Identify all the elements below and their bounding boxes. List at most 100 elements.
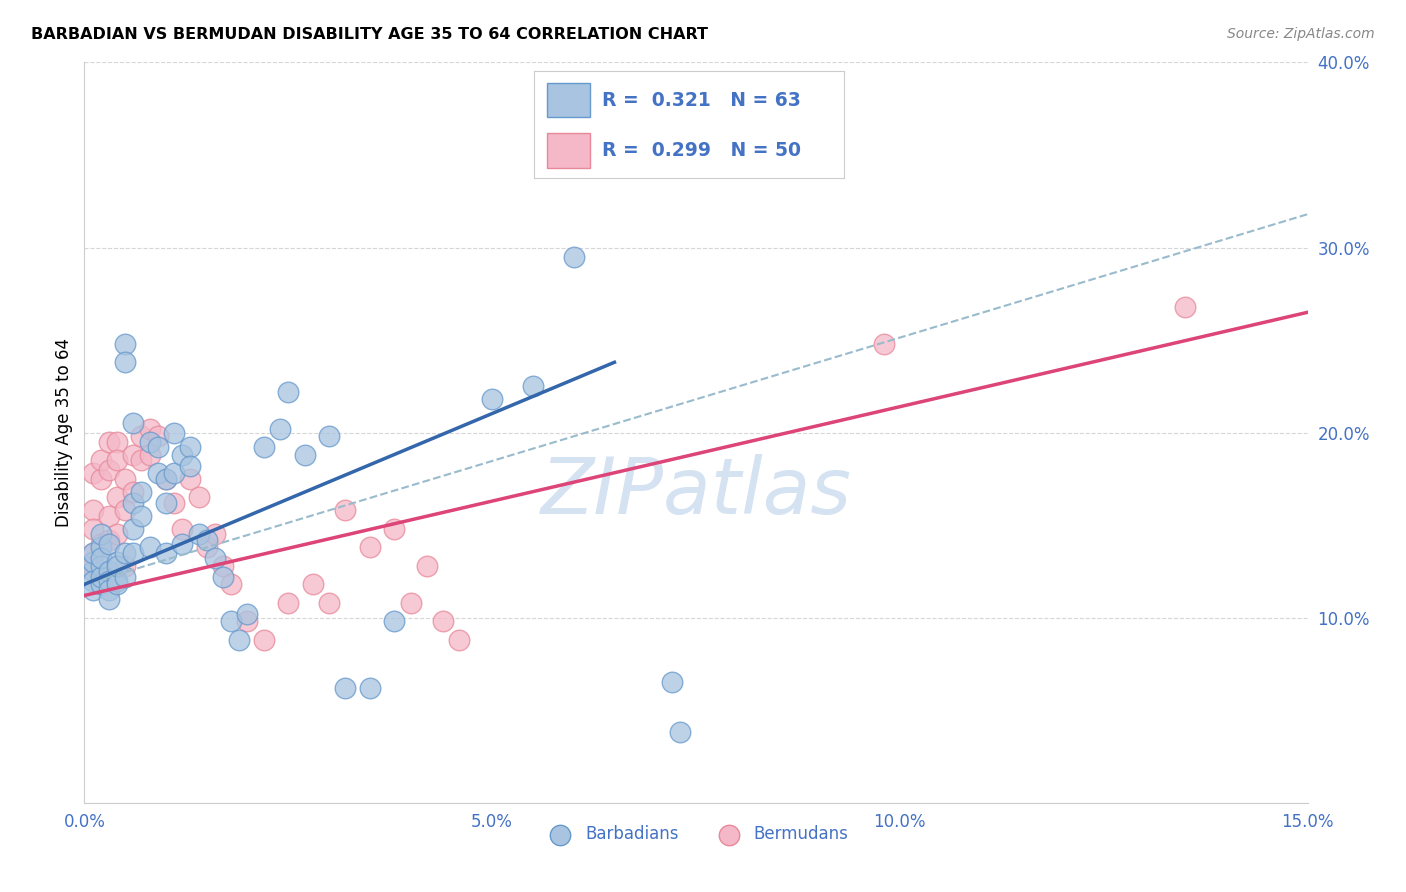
- Point: [114, 503, 136, 517]
- Point: [204, 551, 226, 566]
- Point: [97, 508, 120, 523]
- Point: [204, 527, 226, 541]
- Point: [172, 448, 194, 462]
- Point: [432, 615, 454, 629]
- Point: [97, 536, 120, 550]
- Point: [131, 484, 153, 499]
- Point: [138, 434, 160, 449]
- Point: [97, 533, 120, 547]
- Point: [90, 577, 112, 591]
- Point: [146, 441, 169, 455]
- Point: [359, 681, 381, 695]
- Point: [155, 496, 177, 510]
- Point: [195, 541, 218, 555]
- Point: [318, 429, 340, 443]
- Point: [668, 725, 690, 739]
- Point: [163, 425, 186, 440]
- Point: [82, 546, 104, 560]
- Point: [172, 522, 194, 536]
- Point: [105, 434, 128, 449]
- Point: [318, 596, 340, 610]
- Point: [138, 448, 160, 462]
- Point: [661, 675, 683, 690]
- Point: [114, 336, 136, 351]
- Point: [399, 596, 422, 610]
- Point: [277, 384, 299, 399]
- Text: Source: ZipAtlas.com: Source: ZipAtlas.com: [1227, 27, 1375, 41]
- Point: [90, 577, 112, 591]
- Point: [105, 558, 128, 573]
- Point: [335, 503, 357, 517]
- Point: [90, 551, 112, 566]
- Point: [97, 462, 120, 476]
- Point: [82, 467, 104, 481]
- Point: [122, 522, 145, 536]
- Point: [1174, 300, 1197, 314]
- Point: [269, 422, 291, 436]
- Point: [131, 429, 153, 443]
- Point: [105, 577, 128, 591]
- Point: [382, 522, 405, 536]
- Point: [97, 565, 120, 579]
- Point: [97, 434, 120, 449]
- Text: R =  0.299   N = 50: R = 0.299 N = 50: [602, 141, 801, 160]
- Point: [122, 496, 145, 510]
- Point: [187, 527, 209, 541]
- Point: [90, 527, 112, 541]
- Point: [163, 496, 186, 510]
- Point: [481, 392, 503, 407]
- Point: [236, 607, 259, 621]
- Point: [187, 491, 209, 505]
- Point: [90, 472, 112, 486]
- Point: [155, 472, 177, 486]
- Point: [228, 632, 250, 647]
- Point: [872, 336, 894, 351]
- Point: [90, 541, 112, 555]
- Point: [114, 558, 136, 573]
- Point: [138, 541, 160, 555]
- Point: [301, 577, 323, 591]
- Point: [82, 582, 104, 597]
- Legend: Barbadians, Bermudans: Barbadians, Bermudans: [537, 819, 855, 850]
- Point: [179, 458, 201, 473]
- Point: [131, 453, 153, 467]
- Point: [359, 541, 381, 555]
- Point: [122, 546, 145, 560]
- Point: [90, 453, 112, 467]
- Point: [219, 577, 242, 591]
- Point: [146, 429, 169, 443]
- Point: [212, 558, 235, 573]
- Point: [195, 533, 218, 547]
- Point: [155, 546, 177, 560]
- Point: [82, 574, 104, 588]
- Point: [114, 570, 136, 584]
- Point: [105, 453, 128, 467]
- Point: [416, 558, 439, 573]
- Point: [138, 422, 160, 436]
- Point: [179, 441, 201, 455]
- Point: [90, 536, 112, 550]
- Text: R =  0.321   N = 63: R = 0.321 N = 63: [602, 91, 801, 110]
- Point: [82, 565, 104, 579]
- Point: [179, 472, 201, 486]
- Point: [163, 467, 186, 481]
- Point: [449, 632, 471, 647]
- Y-axis label: Disability Age 35 to 64: Disability Age 35 to 64: [55, 338, 73, 527]
- Point: [82, 503, 104, 517]
- Point: [253, 441, 276, 455]
- Point: [522, 379, 544, 393]
- Point: [146, 467, 169, 481]
- Point: [122, 484, 145, 499]
- Point: [562, 250, 585, 264]
- Point: [122, 448, 145, 462]
- Point: [105, 527, 128, 541]
- Point: [335, 681, 357, 695]
- Point: [212, 570, 235, 584]
- Point: [82, 555, 104, 569]
- Point: [90, 558, 112, 573]
- Point: [294, 448, 316, 462]
- Point: [114, 472, 136, 486]
- Point: [82, 558, 104, 573]
- Point: [114, 355, 136, 369]
- Point: [97, 574, 120, 588]
